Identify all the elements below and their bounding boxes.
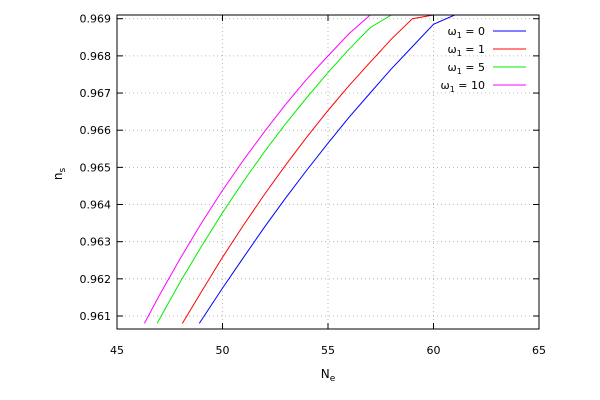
y-tick-label: 0.969 [80, 13, 112, 26]
y-tick-label: 0.965 [80, 161, 112, 174]
series-line-3 [143, 14, 415, 324]
y-tick-label: 0.966 [80, 124, 112, 137]
y-tick-label: 0.964 [80, 199, 112, 212]
y-tick-label: 0.967 [80, 87, 112, 100]
series-line-1 [181, 14, 466, 324]
legend-label-1: ω1 = 1 [447, 43, 485, 58]
y-tick-label: 0.963 [80, 236, 112, 249]
x-tick-label: 60 [427, 344, 441, 357]
x-tick-labels: 45 50 55 60 65 [110, 344, 546, 357]
legend: ω1 = 0 ω1 = 1 ω1 = 5 ω1 = 10 [440, 25, 526, 94]
x-tick-label: 50 [216, 344, 230, 357]
x-tick-label: 65 [532, 344, 546, 357]
axis-ticks [116, 15, 540, 329]
legend-label-0: ω1 = 0 [447, 25, 485, 40]
y-tick-labels: 0.961 0.962 0.963 0.964 0.965 0.966 0.967 0.968… [80, 13, 112, 323]
series-layer [143, 14, 482, 324]
x-tick-label: 55 [321, 344, 335, 357]
legend-label-3: ω1 = 10 [440, 79, 485, 94]
series-line-2 [156, 14, 434, 324]
x-tick-label: 45 [110, 344, 124, 357]
y-tick-label: 0.968 [80, 50, 112, 63]
y-tick-label: 0.962 [80, 273, 112, 286]
grid-lines [117, 15, 539, 329]
x-axis-label: Ne [321, 367, 336, 384]
legend-label-2: ω1 = 5 [447, 61, 485, 76]
y-axis-label: ns [51, 168, 68, 181]
series-line-0 [198, 14, 482, 324]
y-tick-label: 0.961 [80, 310, 112, 323]
